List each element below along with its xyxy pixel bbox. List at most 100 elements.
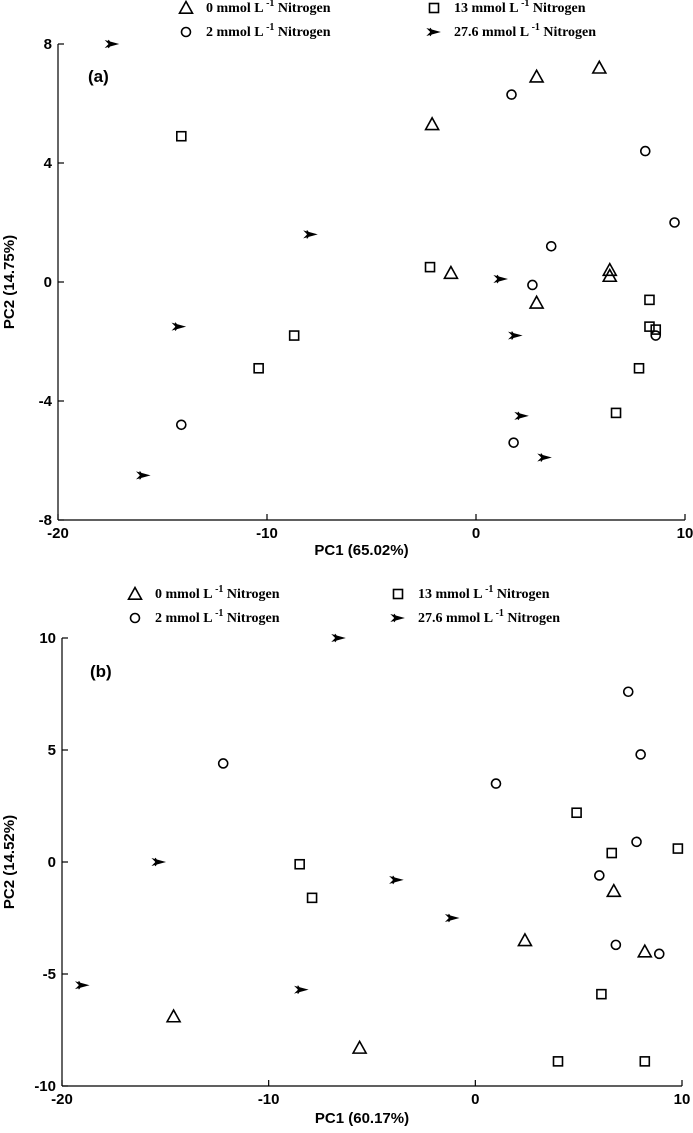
data-point-square [294, 858, 305, 870]
y-tick-label: 5 [48, 742, 56, 759]
x-tick-label: -20 [51, 1091, 73, 1108]
data-point-triangle [517, 932, 533, 947]
data-point-triangle [351, 1039, 368, 1054]
data-point-circle [631, 836, 642, 848]
panel-label: (b) [90, 662, 112, 681]
data-point-triangle [591, 59, 608, 74]
data-point-star [171, 322, 187, 331]
data-point-star [493, 274, 508, 284]
x-tick-label: 10 [674, 1091, 691, 1108]
data-point-triangle [601, 267, 618, 283]
data-point-circle [545, 241, 557, 252]
legend-entry-circle: 2 mmol L -1 Nitrogen [129, 608, 280, 626]
data-point-square [571, 807, 582, 819]
data-point-circle [635, 749, 646, 760]
data-point-star [444, 913, 460, 923]
series-star [104, 39, 552, 480]
legend-label: 27.6 mmol L -1 Nitrogen [418, 608, 560, 626]
data-point-triangle [424, 116, 440, 131]
y-tick-label: -5 [43, 966, 56, 983]
legend-label: 2 mmol L -1 Nitrogen [206, 22, 331, 40]
series-circle [217, 686, 665, 960]
data-point-star [389, 875, 404, 885]
y-tick-label: -4 [39, 393, 53, 410]
series-triangle [165, 882, 653, 1054]
legend-entry-star: 27.6 mmol L -1 Nitrogen [390, 608, 560, 626]
data-point-square [596, 988, 607, 1000]
series-square [294, 807, 684, 1067]
x-tick-label: 0 [472, 525, 480, 542]
data-point-circle [594, 870, 605, 881]
data-point-star [74, 980, 90, 990]
legend-star-marker [426, 27, 441, 37]
data-point-square [644, 321, 655, 332]
data-point-square [606, 847, 618, 859]
legend-entry-circle: 2 mmol L -1 Nitrogen [180, 22, 331, 40]
legend-entry-triangle: 0 mmol L -1 Nitrogen [127, 584, 280, 602]
data-point-circle [622, 686, 634, 698]
data-point-triangle [605, 882, 622, 898]
y-tick-label: 0 [44, 274, 52, 291]
data-point-square [644, 294, 655, 306]
chart-panel-a: -20 -10 0 10 8 4 0 -4 -8 PC1 (65.02%) PC2 (14.75%)… [1, 0, 693, 559]
legend-label: 13 mmol L -1 Nitrogen [418, 584, 550, 602]
data-point-circle [653, 948, 665, 960]
data-point-star [508, 331, 523, 340]
data-point-circle [669, 217, 680, 228]
legend-triangle-marker [127, 585, 143, 601]
x-axis-label: PC1 (65.02%) [314, 542, 408, 559]
data-point-triangle [601, 261, 618, 277]
legend-entry-square: 13 mmol L -1 Nitrogen [428, 0, 586, 16]
y-tick-label: 10 [39, 630, 56, 647]
data-point-circle [176, 419, 187, 431]
panel-label: (a) [88, 67, 109, 86]
data-point-square [639, 1056, 651, 1067]
legend-entry-square: 13 mmol L -1 Nitrogen [392, 584, 550, 602]
data-point-circle [217, 758, 229, 769]
legend-circle-marker [180, 26, 192, 38]
y-axis-label: PC2 (14.75%) [1, 235, 18, 329]
x-axis-label: PC1 (60.17%) [315, 1110, 409, 1127]
x-tick-label: 10 [677, 525, 693, 542]
data-point-square [672, 843, 684, 854]
data-point-square [650, 324, 662, 335]
series-star [74, 633, 460, 994]
data-point-square [552, 1056, 564, 1067]
data-point-star [294, 985, 309, 994]
data-point-square [424, 261, 436, 273]
x-tick-label: -10 [258, 1091, 280, 1108]
y-axis-label: PC2 (14.52%) [1, 815, 18, 909]
data-point-star [136, 471, 151, 480]
data-point-circle [639, 145, 651, 157]
data-point-triangle [443, 264, 459, 280]
x-tick-label: 0 [471, 1091, 479, 1108]
legend-label: 13 mmol L -1 Nitrogen [454, 0, 586, 16]
x-tick-label: -10 [256, 525, 278, 542]
legend-star-marker [390, 613, 405, 623]
data-point-circle [527, 279, 538, 291]
data-point-star [331, 633, 346, 643]
legend-square-marker [392, 588, 404, 600]
legend-label: 2 mmol L -1 Nitrogen [155, 608, 280, 626]
data-point-square [288, 330, 300, 341]
data-point-triangle [165, 1008, 182, 1023]
data-point-triangle [528, 68, 545, 83]
data-point-star [104, 39, 120, 49]
data-point-triangle [636, 943, 653, 958]
data-point-star [303, 230, 318, 239]
series-square [176, 130, 662, 419]
y-tick-label: 0 [48, 854, 56, 871]
data-point-circle [508, 437, 519, 448]
data-point-star [537, 453, 552, 462]
data-point-circle [506, 89, 517, 100]
data-point-square [610, 407, 622, 419]
legend-entry-triangle: 0 mmol L -1 Nitrogen [178, 0, 331, 16]
data-point-circle [610, 939, 622, 951]
data-point-triangle [528, 294, 545, 309]
legend-label: 27.6 mmol L -1 Nitrogen [454, 22, 596, 40]
legend-triangle-marker [178, 0, 194, 14]
y-tick-label: -8 [39, 512, 52, 529]
y-tick-label: 4 [44, 155, 53, 172]
